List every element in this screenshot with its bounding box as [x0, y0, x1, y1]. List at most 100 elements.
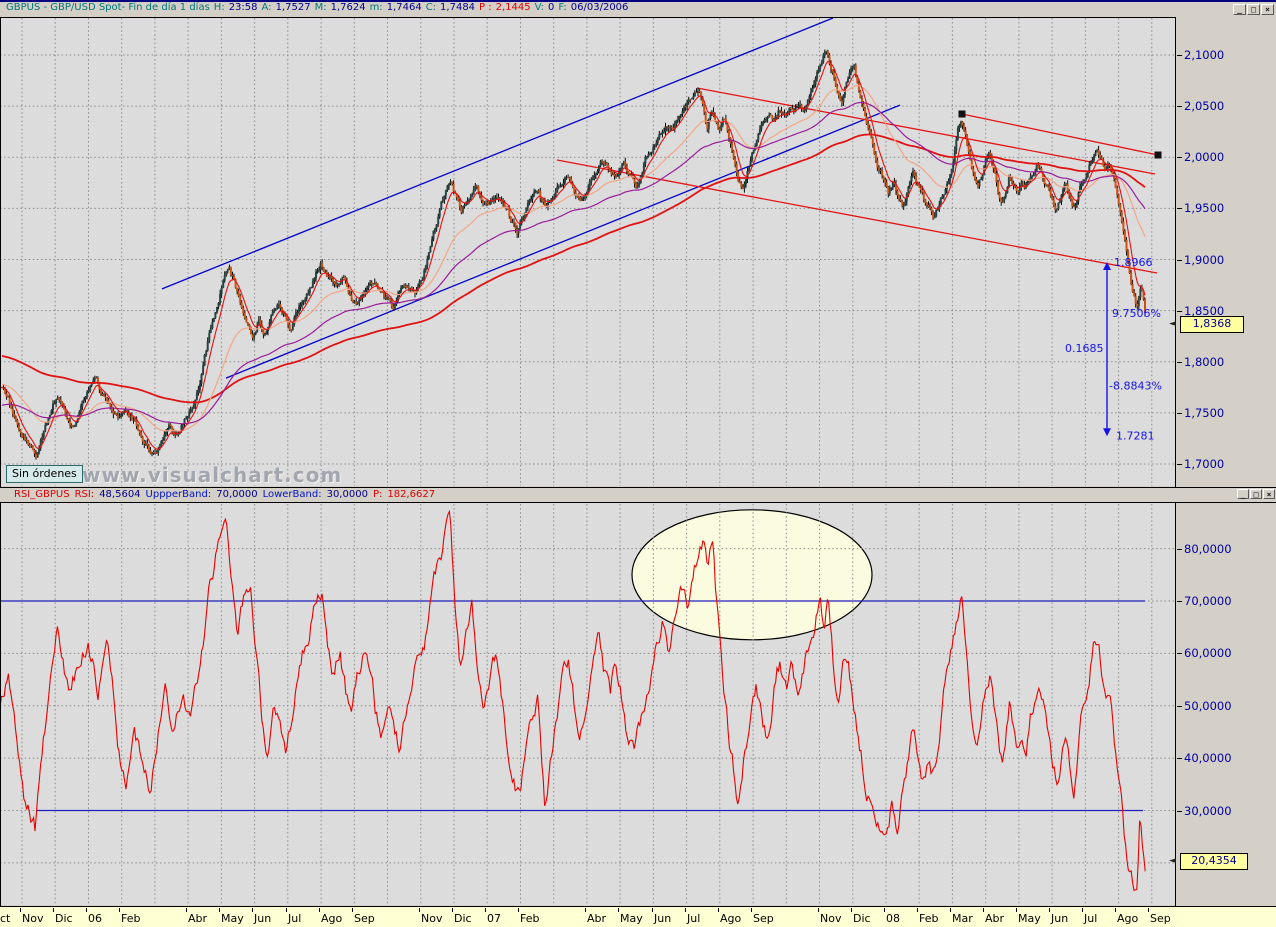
minimize-button[interactable]: _ [1233, 4, 1246, 15]
rsi-close-button[interactable]: × [1263, 489, 1275, 499]
time-axis-label-2: Dic [55, 912, 73, 925]
sin-ordenes-badge: Sin órdenes [6, 465, 83, 483]
title-part-11: P : [479, 2, 492, 13]
time-axis-tick-25 [950, 908, 951, 912]
trend-line-blue-1[interactable] [225, 104, 901, 379]
price-chart-canvas[interactable]: 1.8966 9.7506% 0.1685 -8.8843% 1.7281 [0, 13, 1177, 487]
rsi-header-bar: RSI_GBPUS RSI: 48,5604 UppperBand: 70,0000 Lo… [0, 487, 1276, 503]
price-axis-tick-8 [1177, 464, 1182, 465]
maximize-button[interactable]: □ [1247, 4, 1260, 15]
time-axis-tick-30 [1115, 908, 1116, 912]
price-axis: 2,1000 2,0500 2,0000 1,9500 1,9000 1,8500 1,80… [1177, 13, 1276, 487]
time-axis-label-17: Jun [654, 912, 672, 925]
last-price-box: 1,8368 [1180, 316, 1244, 334]
rsi-plot-border [0, 503, 1176, 906]
price-axis-tick-7 [1177, 412, 1182, 414]
measure-from-label: 1.8966 [1114, 256, 1153, 269]
time-axis-label-9: Ago [321, 912, 343, 925]
time-axis-label-18: Jul [687, 912, 701, 925]
trend-line-blue-0[interactable] [161, 17, 834, 290]
title-part-2: 23:58 [228, 2, 258, 13]
trendline-handle-1[interactable] [1154, 151, 1162, 159]
time-axis-label-12: Dic [454, 912, 472, 925]
close-button[interactable]: × [1261, 4, 1274, 15]
time-axis-tick-20 [751, 908, 752, 912]
time-axis-tick-8 [286, 908, 287, 912]
rsi-header-part-1: RSI: [74, 489, 95, 500]
time-axis-label-29: Jul [1084, 912, 1098, 925]
rsi-axis-label-2: 60,0000 [1184, 646, 1232, 661]
time-axis-label-0: ct [0, 912, 11, 925]
time-axis-tick-12 [452, 908, 453, 912]
trend-line-red-4[interactable] [556, 159, 1158, 274]
price-axis-label-8: 1,7000 [1184, 457, 1225, 471]
time-axis-tick-14 [518, 908, 519, 912]
rsi-header-part-5: LowerBand: [262, 489, 322, 500]
rsi-header-part-7: P: [372, 489, 383, 500]
rsi-chart-layers [0, 503, 1176, 906]
title-part-3: A: [261, 2, 272, 13]
time-axis-label-25: Mar [952, 912, 973, 925]
rsi-header-part-6: 30,0000 [326, 489, 368, 500]
title-part-12: 2,1445 [495, 2, 531, 13]
rsi-axis-label-5: 30,0000 [1184, 803, 1232, 818]
time-axis-tick-7 [252, 908, 253, 912]
rsi-header-part-2: 48,5604 [99, 489, 141, 500]
rsi-maximize-button[interactable]: □ [1250, 489, 1262, 499]
price-axis-tick-1 [1177, 106, 1182, 108]
ma-90-line [1, 101, 1146, 425]
rsi-axis-label-4: 40,0000 [1184, 751, 1232, 766]
price-axis-tick-2 [1177, 157, 1182, 159]
price-axis-label-5: 1,8500 [1184, 303, 1225, 318]
rsi-minimize-button[interactable]: _ [1237, 489, 1249, 499]
title-part-16: 06/03/2006 [570, 2, 629, 13]
time-axis-tick-26 [983, 908, 984, 912]
title-part-1: H: [213, 2, 225, 13]
title-part-15: F: [558, 2, 567, 13]
rsi-axis: 80,0000 70,0000 60,0000 50,0000 40,0000 30,00… [1177, 503, 1276, 906]
time-axis-label-24: Feb [919, 912, 939, 925]
trend-line-red-2[interactable] [961, 113, 1159, 156]
rsi-axis-tick-4 [1177, 758, 1182, 760]
trend-line-red-3[interactable] [696, 87, 1156, 175]
time-axis-tick-4 [119, 908, 120, 912]
title-part-13: V: [534, 2, 545, 13]
rsi-chart-canvas[interactable] [0, 503, 1177, 906]
time-axis-label-16: May [620, 912, 643, 925]
time-axis-label-23: 08 [886, 912, 900, 925]
measure-pct-up-label: 9.7506% [1112, 307, 1161, 320]
last-rsi-arrow-icon: ◄ [1169, 855, 1176, 866]
title-bar: GBPUS - GBP/USD Spot- Fin de día 1 días H… [0, 0, 1276, 13]
price-axis-tick-3 [1177, 208, 1182, 210]
time-axis-tick-15 [585, 908, 586, 912]
time-axis-tick-23 [884, 908, 885, 912]
measure-pct-down-label: -8.8843% [1109, 379, 1162, 392]
trendline-handle-0[interactable] [958, 110, 966, 118]
time-axis-tick-11 [419, 908, 420, 912]
time-axis-label-27: May [1018, 912, 1041, 925]
ma-40-line [1, 84, 1146, 432]
rsi-header-part-8: 182,6627 [387, 489, 436, 500]
time-axis-tick-9 [319, 908, 320, 912]
rsi-axis-tick-0 [1177, 548, 1182, 550]
title-part-8: 1,7464 [386, 2, 422, 13]
rsi-ellipse-annotation[interactable] [631, 509, 873, 641]
time-axis-label-5: Abr [188, 912, 208, 925]
price-plot-bg [1, 18, 1175, 486]
price-chart-layers [0, 17, 1176, 487]
measure-annotation[interactable]: 1.8966 9.7506% 0.1685 -8.8843% 1.7281 [1065, 256, 1162, 442]
price-axis-tick-6 [1177, 361, 1182, 363]
time-axis-label-4: Feb [121, 912, 141, 925]
time-axis-label-21: Nov [820, 912, 842, 925]
rsi-axis-label-3: 50,0000 [1184, 698, 1232, 713]
rsi-plot-bg [1, 503, 1175, 905]
rsi-header-part-0: RSI_GBPUS [14, 489, 70, 500]
price-axis-tick-5 [1177, 310, 1182, 312]
time-axis-label-7: Jun [254, 912, 272, 925]
rsi-axis-tick-5 [1177, 810, 1182, 812]
rsi-axis-tick-3 [1177, 705, 1182, 707]
price-axis-label-6: 1,8000 [1184, 354, 1225, 369]
price-axis-label-3: 1,9500 [1184, 201, 1225, 216]
time-axis-label-8: Jul [288, 912, 302, 925]
title-part-6: 1,7624 [330, 2, 366, 13]
